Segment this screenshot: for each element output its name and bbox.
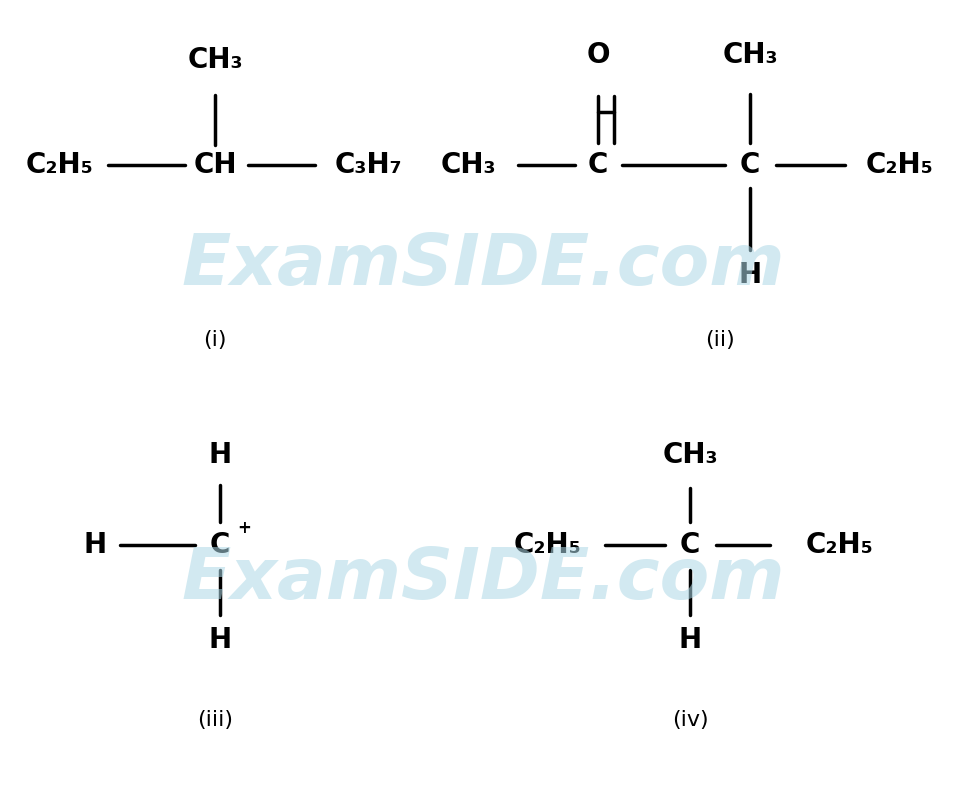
- Text: +: +: [237, 519, 251, 537]
- Text: (ii): (ii): [705, 330, 735, 350]
- Text: H: H: [209, 626, 232, 654]
- Text: H: H: [83, 531, 106, 559]
- Text: C₂H₅: C₂H₅: [514, 531, 582, 559]
- Text: CH₃: CH₃: [187, 46, 242, 74]
- Text: H: H: [738, 261, 761, 289]
- Text: C: C: [680, 531, 700, 559]
- Text: C: C: [210, 531, 230, 559]
- Text: (iv): (iv): [671, 710, 708, 730]
- Text: C₂H₅: C₂H₅: [806, 531, 874, 559]
- Text: C: C: [740, 151, 760, 179]
- Text: (iii): (iii): [197, 710, 233, 730]
- Text: (i): (i): [203, 330, 227, 350]
- Text: O: O: [586, 41, 610, 69]
- Text: CH₃: CH₃: [440, 151, 496, 179]
- Text: H: H: [678, 626, 701, 654]
- Text: C₂H₅: C₂H₅: [867, 151, 934, 179]
- Text: H: H: [209, 441, 232, 469]
- Text: CH₃: CH₃: [662, 441, 718, 469]
- Text: CH: CH: [193, 151, 237, 179]
- Text: CH₃: CH₃: [723, 41, 778, 69]
- Text: C₂H₅: C₂H₅: [26, 151, 94, 179]
- Text: ExamSIDE.com: ExamSIDE.com: [182, 230, 784, 300]
- Text: C: C: [588, 151, 609, 179]
- Text: C₃H₇: C₃H₇: [334, 151, 402, 179]
- Text: ExamSIDE.com: ExamSIDE.com: [182, 545, 784, 615]
